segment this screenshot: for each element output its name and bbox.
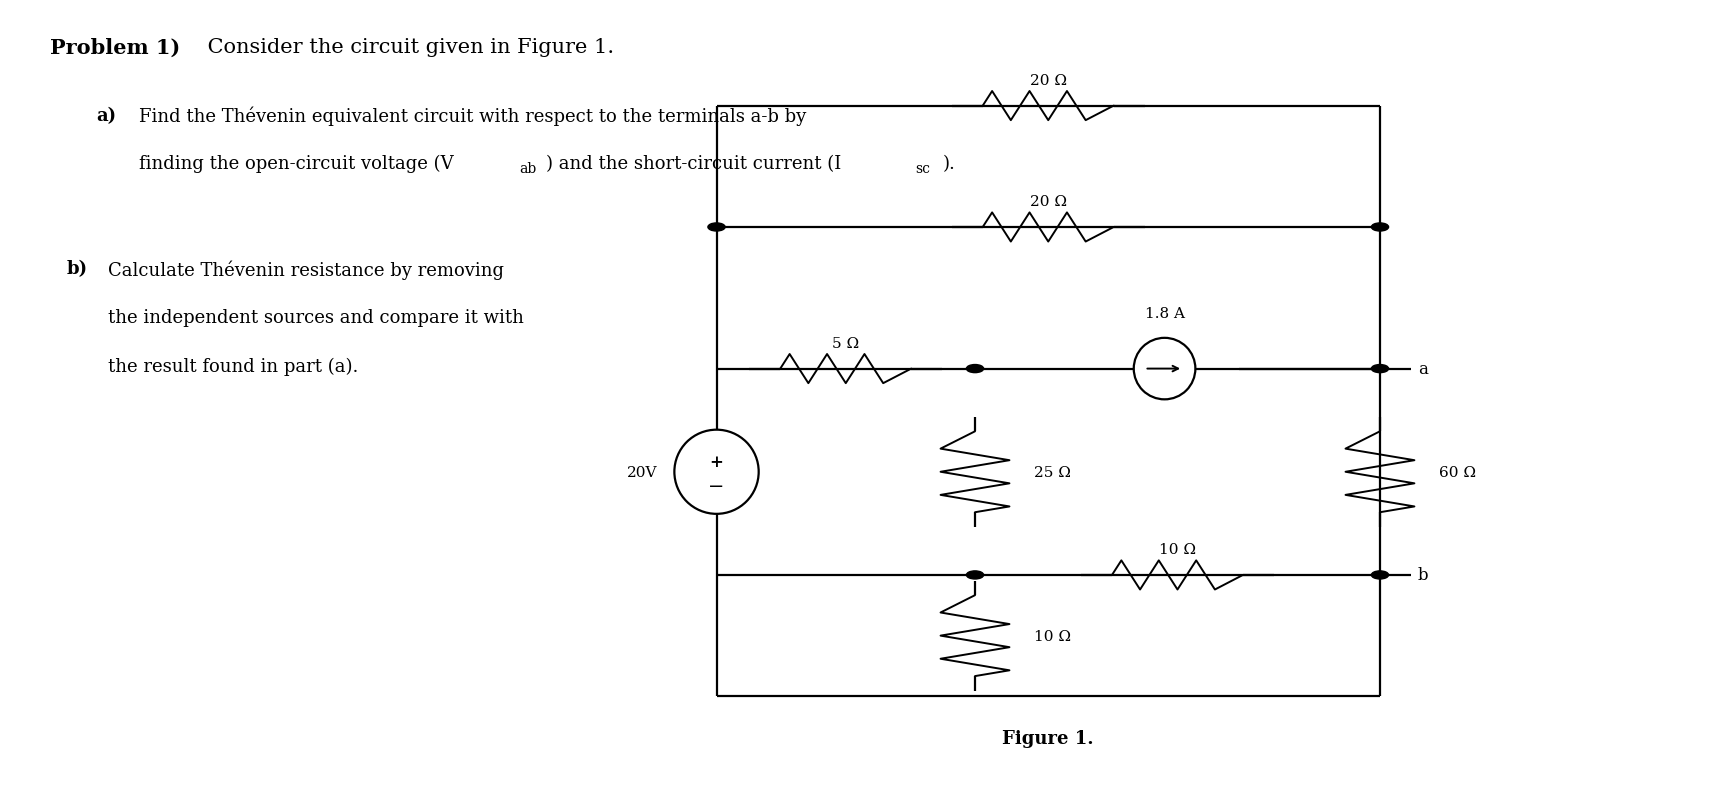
Text: Problem 1): Problem 1) (50, 38, 180, 58)
Text: Figure 1.: Figure 1. (1003, 729, 1094, 747)
Text: ) and the short-circuit current (I: ) and the short-circuit current (I (545, 155, 842, 173)
Text: Find the Thévenin equivalent circuit with respect to the terminals a-b by: Find the Thévenin equivalent circuit wit… (140, 106, 806, 126)
Circle shape (1372, 365, 1389, 373)
Text: Calculate Thévenin resistance by removing: Calculate Thévenin resistance by removin… (109, 260, 504, 280)
Text: 10 Ω: 10 Ω (1034, 629, 1072, 643)
Text: 20 Ω: 20 Ω (1030, 74, 1067, 88)
Text: finding the open-circuit voltage (V: finding the open-circuit voltage (V (140, 155, 454, 174)
Text: 20V: 20V (627, 466, 658, 479)
Circle shape (967, 571, 984, 579)
Circle shape (708, 224, 725, 232)
Text: +: + (709, 453, 723, 470)
Text: 60 Ω: 60 Ω (1439, 466, 1476, 479)
Text: sc: sc (915, 161, 930, 175)
Text: the result found in part (a).: the result found in part (a). (109, 357, 359, 375)
Circle shape (1372, 224, 1389, 232)
Text: ab: ab (520, 161, 537, 175)
Text: −: − (708, 478, 725, 496)
Text: 25 Ω: 25 Ω (1034, 466, 1072, 479)
Text: a): a) (97, 106, 116, 124)
Text: the independent sources and compare it with: the independent sources and compare it w… (109, 308, 525, 327)
Text: a: a (1417, 361, 1427, 378)
Circle shape (967, 365, 984, 373)
Circle shape (1372, 571, 1389, 579)
Text: Consider the circuit given in Figure 1.: Consider the circuit given in Figure 1. (202, 38, 614, 57)
Text: b): b) (67, 260, 88, 278)
Text: ).: ). (942, 155, 954, 173)
Text: b: b (1417, 567, 1429, 584)
Text: 5 Ω: 5 Ω (832, 337, 860, 350)
Text: 20 Ω: 20 Ω (1030, 195, 1067, 208)
Text: 1.8 A: 1.8 A (1144, 307, 1184, 320)
Text: 10 Ω: 10 Ω (1158, 543, 1196, 556)
